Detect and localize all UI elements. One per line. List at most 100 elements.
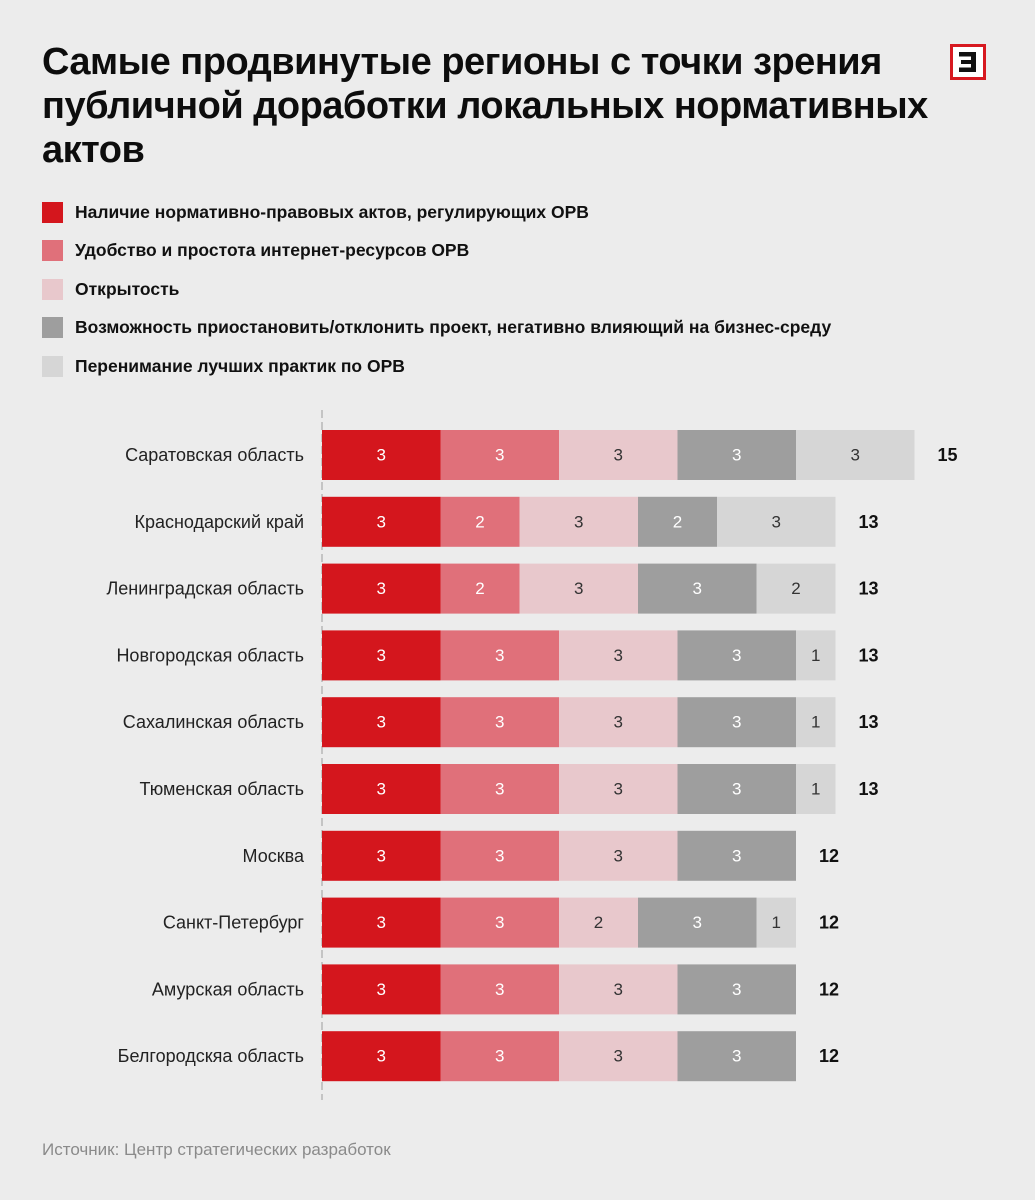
bar-segment <box>440 1031 559 1082</box>
stacked-bar-chart: Саратовская область 3 3 3 3 3 15 Краснодарский … <box>106 410 958 1100</box>
total-label: 12 <box>819 1046 839 1066</box>
total-label: 12 <box>819 846 839 866</box>
total-label: 13 <box>858 712 878 732</box>
segment-value-label: 3 <box>377 1047 386 1066</box>
chart-title: Самые продвинутые регионы с точки зрения… <box>42 41 928 171</box>
segment-value-label: 3 <box>495 646 504 665</box>
bar-segment <box>322 897 441 948</box>
bar-segment <box>440 496 520 547</box>
brand-logo-icon <box>950 44 986 80</box>
segment-value-label: 3 <box>732 646 741 665</box>
segment-value-label: 3 <box>377 980 386 999</box>
bar-segment <box>322 830 441 881</box>
legend-item: Возможность приостановить/отклонить прое… <box>42 316 831 340</box>
bar-segment <box>677 964 796 1015</box>
total-label: 12 <box>819 913 839 933</box>
bar-segment <box>440 430 559 480</box>
legend-label: Открытость <box>75 278 180 299</box>
bar-segment <box>322 496 441 547</box>
bar-segment <box>638 897 757 948</box>
bar-segment <box>559 1031 678 1082</box>
bar-segment <box>677 430 796 480</box>
bar-segment <box>677 630 796 681</box>
segment-value-label: 3 <box>732 446 741 465</box>
category-label: Сахалинская область <box>123 712 304 732</box>
segment-value-label: 3 <box>732 980 741 999</box>
segment-value-label: 2 <box>673 512 682 531</box>
bar-segment <box>322 563 441 614</box>
legend-swatch <box>42 355 63 377</box>
bar-segment <box>796 764 836 814</box>
segment-value-label: 3 <box>495 913 504 932</box>
bar-segment <box>756 897 796 948</box>
legend-label: Возможность приостановить/отклонить прое… <box>75 317 832 337</box>
bar-segment <box>796 697 836 748</box>
segment-value-label: 3 <box>574 579 583 598</box>
bar-segment <box>559 764 678 814</box>
bar-segment <box>796 630 836 681</box>
segment-value-label: 3 <box>495 846 504 865</box>
segment-value-label: 3 <box>377 780 386 799</box>
legend-swatch <box>42 240 63 261</box>
segment-value-label: 1 <box>811 646 820 665</box>
bar-segment <box>440 563 520 614</box>
bar-segment <box>677 764 796 814</box>
bar-segment <box>440 764 559 814</box>
legend-swatch <box>42 201 63 223</box>
segment-value-label: 2 <box>475 579 484 598</box>
legend-item: Открытость <box>42 277 831 301</box>
segment-value-label: 3 <box>614 980 623 999</box>
bar-segment <box>638 563 757 614</box>
bar-segment <box>440 830 559 881</box>
total-label: 13 <box>858 512 878 532</box>
segment-value-label: 2 <box>475 512 484 531</box>
bar-segment <box>559 964 678 1015</box>
segment-value-label: 3 <box>377 646 386 665</box>
segment-value-label: 3 <box>495 1047 504 1066</box>
bar-segment <box>519 563 638 614</box>
segment-value-label: 3 <box>495 780 504 799</box>
segment-value-label: 1 <box>772 913 781 932</box>
legend-label: Наличие нормативно-правовых актов, регул… <box>75 201 589 222</box>
segment-value-label: 3 <box>377 913 386 932</box>
total-label: 13 <box>858 579 878 599</box>
bar-segment <box>677 1031 796 1082</box>
category-label: Москва <box>243 846 305 866</box>
segment-value-label: 3 <box>732 846 741 865</box>
bar-segment <box>322 1031 441 1082</box>
total-label: 12 <box>819 979 839 999</box>
category-label: Краснодарский край <box>134 512 304 532</box>
bar-segment <box>440 630 559 681</box>
segment-value-label: 3 <box>495 980 504 999</box>
bar-segment <box>519 496 638 547</box>
bar-segment <box>559 697 678 748</box>
bar-segment <box>322 964 441 1015</box>
segment-value-label: 3 <box>693 913 702 932</box>
legend-label: Перенимание лучших практик по ОРВ <box>75 355 405 376</box>
segment-value-label: 3 <box>614 646 623 665</box>
total-label: 13 <box>858 779 878 799</box>
segment-value-label: 3 <box>772 512 781 531</box>
segment-value-label: 3 <box>377 846 386 865</box>
bar-segment <box>717 496 836 547</box>
bar-segment <box>440 897 559 948</box>
segment-value-label: 1 <box>811 713 820 732</box>
segment-value-label: 3 <box>732 713 741 732</box>
bar-segment <box>322 630 441 681</box>
category-label: Белгородскяа область <box>118 1046 304 1066</box>
source-note: Источник: Центр стратегических разработо… <box>42 1140 391 1159</box>
bar-segment <box>559 897 638 948</box>
total-label: 15 <box>937 445 957 465</box>
segment-value-label: 2 <box>791 579 800 598</box>
legend-item: Наличие нормативно-правовых актов, регул… <box>42 200 831 224</box>
segment-value-label: 3 <box>377 713 386 732</box>
segment-value-label: 3 <box>495 446 504 465</box>
category-label: Амурская область <box>152 979 304 999</box>
bar-segment <box>756 563 836 614</box>
legend-item: Перенимание лучших практик по ОРВ <box>42 354 831 378</box>
bar-segment <box>559 630 678 681</box>
bar-segment <box>677 697 796 748</box>
bar-segment <box>796 430 915 480</box>
chart-legend: Наличие нормативно-правовых актов, регул… <box>42 200 831 393</box>
segment-value-label: 3 <box>377 579 386 598</box>
